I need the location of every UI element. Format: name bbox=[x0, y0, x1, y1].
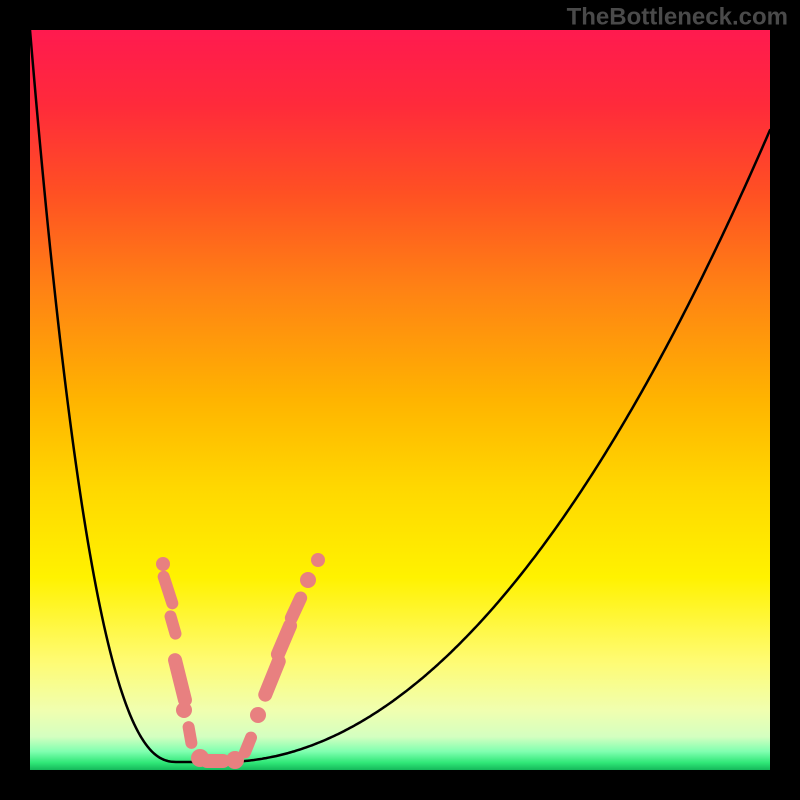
data-marker bbox=[311, 553, 325, 567]
chart-svg: TheBottleneck.com bbox=[0, 0, 800, 800]
chart-container: TheBottleneck.com bbox=[0, 0, 800, 800]
plot-background bbox=[30, 30, 770, 770]
data-marker bbox=[250, 707, 266, 723]
data-marker bbox=[156, 557, 170, 571]
data-marker bbox=[176, 702, 192, 718]
watermark-text: TheBottleneck.com bbox=[567, 3, 788, 30]
data-marker bbox=[300, 572, 316, 588]
data-marker bbox=[200, 754, 230, 768]
